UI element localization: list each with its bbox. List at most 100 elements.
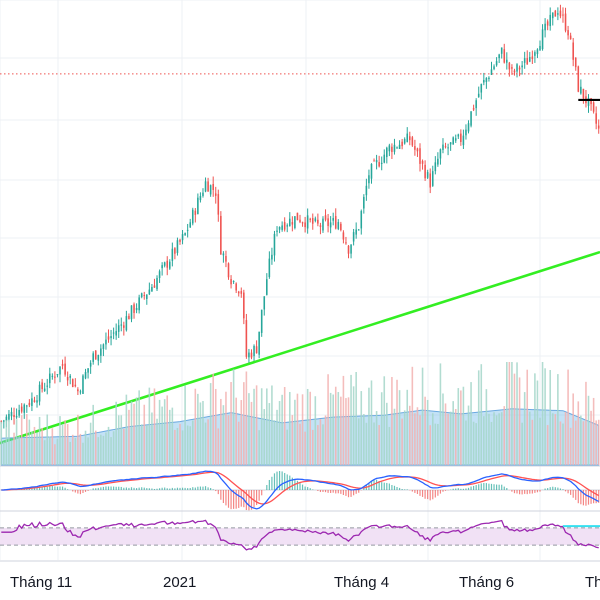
candle-body	[245, 320, 248, 357]
candle-body	[414, 146, 416, 150]
volume-bar	[266, 388, 268, 465]
candle-body	[69, 375, 72, 378]
trendline	[0, 250, 600, 445]
volume-bar	[36, 432, 38, 465]
candle-body	[357, 229, 360, 231]
candle-body	[551, 12, 554, 19]
candle-body	[71, 379, 74, 388]
candle-body	[230, 278, 232, 285]
candle-body	[396, 147, 398, 149]
volume-bar	[66, 424, 69, 465]
candle-body	[442, 144, 444, 150]
volume-bar	[191, 420, 194, 465]
volume-bar	[465, 420, 467, 465]
volume-bar	[301, 394, 304, 465]
candle-body	[46, 385, 49, 387]
candle-body	[31, 398, 33, 406]
volume-bar	[426, 399, 429, 465]
candle-body	[299, 219, 301, 223]
candle-body	[74, 384, 77, 387]
candle-body	[296, 212, 299, 221]
candle-body	[94, 350, 97, 360]
candle-body	[447, 147, 449, 149]
candle-body	[503, 49, 506, 63]
volume-bar	[13, 432, 15, 465]
volume-bar	[3, 441, 5, 465]
macd-pane	[0, 470, 600, 511]
candle-body	[38, 384, 41, 402]
volume-bar	[31, 431, 33, 465]
volume-bar	[217, 428, 220, 465]
candle-body	[202, 192, 204, 196]
candle-body	[250, 352, 253, 358]
candle-body	[577, 66, 580, 92]
volume-bar	[100, 434, 102, 465]
volume-bar	[590, 410, 592, 465]
volume-bar	[554, 414, 557, 465]
volume-bar	[350, 374, 352, 465]
candle-body	[225, 255, 227, 262]
candle-body	[595, 113, 597, 124]
candle-body	[286, 225, 289, 227]
candle-body	[467, 123, 470, 132]
candle-body	[8, 413, 10, 420]
candle-body	[370, 163, 373, 179]
volume-bar	[20, 415, 23, 465]
candle-body	[240, 291, 243, 294]
volume-bar	[569, 427, 572, 465]
candle-body	[391, 146, 393, 152]
volume-bar	[562, 423, 564, 465]
volume-bar	[179, 423, 181, 465]
candle-body	[283, 222, 286, 230]
candle-body	[48, 373, 51, 384]
candle-body	[444, 146, 447, 148]
volume-bar	[380, 392, 383, 465]
volume-pane	[0, 362, 600, 466]
candle-body	[429, 173, 432, 188]
volume-bar	[240, 400, 243, 465]
volume-bar	[574, 420, 577, 465]
volume-bar	[79, 433, 82, 465]
volume-bar	[551, 413, 554, 465]
volume-bar	[516, 362, 518, 465]
candle-body	[271, 254, 273, 260]
volume-bar	[587, 395, 590, 465]
volume-bar	[500, 412, 503, 465]
candle-body	[258, 331, 260, 355]
volume-bar	[204, 422, 207, 465]
volume-bar	[495, 415, 498, 465]
candle-body	[148, 289, 151, 295]
candle-body	[107, 336, 110, 340]
volume-bar	[222, 405, 225, 465]
volume-bar	[77, 414, 79, 465]
candle-body	[128, 315, 130, 320]
volume-bar	[84, 430, 87, 465]
volume-bar	[317, 425, 319, 465]
candle-body	[419, 148, 421, 164]
volume-bar	[498, 413, 500, 465]
volume-bar	[115, 401, 117, 465]
volume-bar	[64, 420, 66, 465]
candle-body	[508, 62, 511, 70]
candle-body	[117, 325, 120, 332]
volume-bar	[61, 423, 64, 465]
candle-body	[189, 222, 192, 228]
candle-body	[495, 61, 498, 66]
candle-body	[393, 144, 396, 152]
volume-bar	[237, 421, 240, 465]
volume-bar	[536, 380, 539, 465]
volume-bar	[585, 381, 587, 465]
volume-bar	[171, 407, 174, 465]
candle-body	[26, 405, 28, 407]
price-pane[interactable]	[0, 4, 600, 445]
candle-body	[518, 67, 521, 70]
volume-bar	[314, 396, 317, 465]
candle-body	[102, 344, 105, 350]
candle-body	[158, 271, 161, 279]
volume-bar	[125, 394, 128, 465]
volume-bar	[342, 375, 345, 465]
x-tick-label: Tháng 4	[334, 574, 389, 591]
volume-bar	[506, 362, 508, 465]
candle-body	[291, 222, 294, 225]
